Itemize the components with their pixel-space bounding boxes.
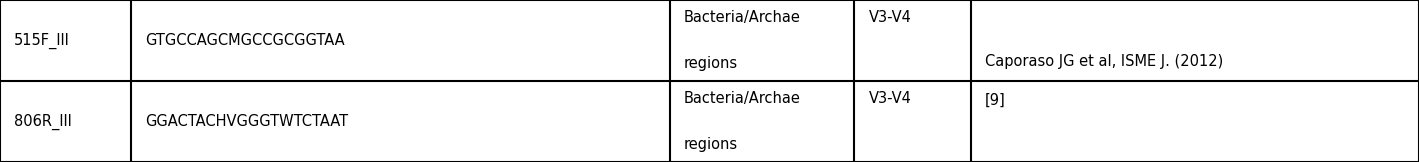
Text: GTGCCAGCMGCCGCGGTAA: GTGCCAGCMGCCGCGGTAA — [145, 33, 345, 48]
Text: Caporaso JG et al, ISME J. (2012): Caporaso JG et al, ISME J. (2012) — [985, 54, 1223, 69]
Text: regions: regions — [684, 56, 738, 71]
Text: [9]: [9] — [985, 93, 1006, 108]
Text: Bacteria/Archae: Bacteria/Archae — [684, 10, 800, 25]
Text: 515F_lll: 515F_lll — [14, 32, 70, 49]
Text: Bacteria/Archae: Bacteria/Archae — [684, 91, 800, 106]
Text: V3-V4: V3-V4 — [868, 91, 911, 106]
Text: regions: regions — [684, 137, 738, 152]
Text: V3-V4: V3-V4 — [868, 10, 911, 25]
Text: GGACTACHVGGGTWTCTAAT: GGACTACHVGGGTWTCTAAT — [145, 114, 348, 129]
Text: 806R_lll: 806R_lll — [14, 113, 72, 130]
